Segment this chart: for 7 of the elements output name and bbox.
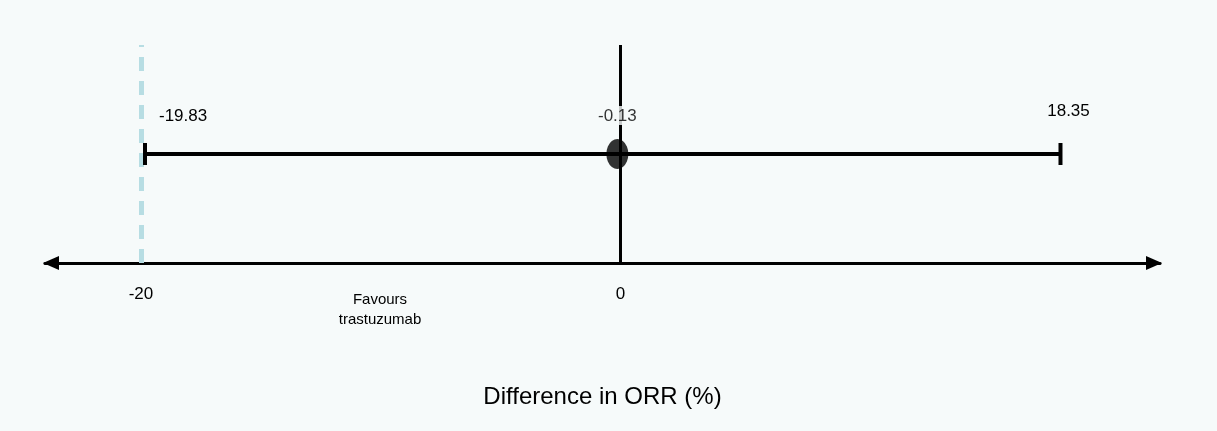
annotation: -19.83 — [158, 105, 208, 125]
x-axis-title: Difference in ORR (%) — [483, 381, 722, 409]
text: Favours trastuzumab — [338, 289, 422, 327]
x-tick-label: 0 — [615, 284, 626, 303]
annotation: 18.35 — [1047, 100, 1090, 120]
data-label: -0.13 — [597, 106, 637, 125]
x-tick-label: -20 — [128, 284, 154, 303]
